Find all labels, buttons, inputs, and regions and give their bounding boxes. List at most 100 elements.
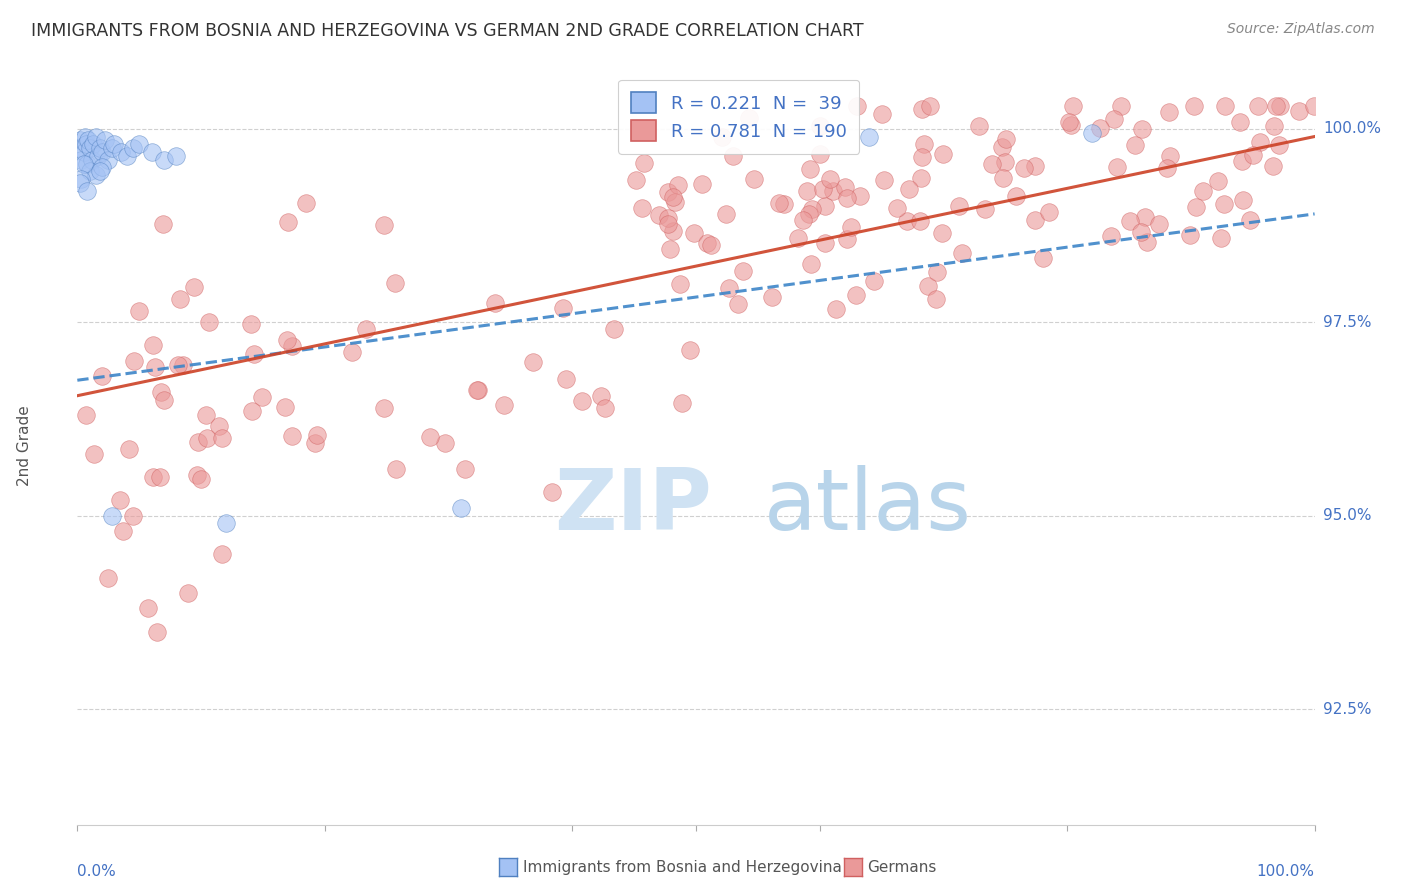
Point: [571, 394, 593, 409]
Point: [73, 129, 96, 144]
Point: [1132, 122, 1154, 136]
Point: [124, 354, 146, 368]
Point: [1057, 115, 1080, 129]
Point: [727, 297, 749, 311]
Point: [692, 178, 714, 192]
Point: [183, 279, 205, 293]
Point: [682, 226, 704, 240]
Point: [1182, 98, 1205, 112]
Point: [1081, 126, 1104, 140]
Text: ZIP: ZIP: [554, 465, 711, 549]
Point: [274, 401, 297, 415]
Point: [385, 462, 408, 476]
Point: [304, 435, 326, 450]
Point: [118, 442, 141, 457]
Point: [1247, 98, 1270, 112]
Point: [898, 182, 921, 196]
Point: [166, 358, 188, 372]
Point: [661, 190, 683, 204]
Point: [172, 359, 194, 373]
Point: [873, 173, 896, 187]
Point: [1147, 217, 1170, 231]
Text: 97.5%: 97.5%: [1323, 315, 1371, 330]
Point: [97, 153, 120, 167]
Text: 100.0%: 100.0%: [1257, 864, 1315, 879]
Point: [1105, 161, 1128, 175]
Point: [494, 398, 516, 412]
Point: [973, 202, 995, 216]
Point: [1109, 98, 1132, 112]
Point: [419, 430, 441, 444]
Point: [277, 215, 299, 229]
Legend: R = 0.221  N =  39, R = 0.781  N = 190: R = 0.221 N = 39, R = 0.781 N = 190: [619, 79, 859, 154]
Text: Germans: Germans: [868, 860, 936, 874]
Point: [1192, 184, 1215, 198]
Point: [79, 141, 101, 155]
Point: [281, 429, 304, 443]
Text: IMMIGRANTS FROM BOSNIA AND HERZEGOVINA VS GERMAN 2ND GRADE CORRELATION CHART: IMMIGRANTS FROM BOSNIA AND HERZEGOVINA V…: [31, 22, 863, 40]
Point: [1206, 174, 1229, 188]
Point: [69, 133, 91, 147]
Point: [1249, 135, 1271, 149]
Point: [967, 119, 990, 133]
Point: [1104, 112, 1126, 126]
Point: [1232, 153, 1254, 168]
Point: [149, 470, 172, 484]
Point: [141, 145, 163, 159]
Point: [717, 280, 740, 294]
Point: [786, 231, 808, 245]
Point: [911, 102, 934, 116]
Point: [711, 130, 734, 145]
Point: [1088, 121, 1111, 136]
Point: [87, 149, 110, 163]
Point: [1024, 213, 1046, 227]
Point: [121, 508, 143, 523]
Point: [800, 257, 823, 271]
Point: [917, 279, 939, 293]
Point: [79, 164, 101, 178]
Point: [668, 277, 690, 292]
Point: [153, 392, 176, 407]
Point: [187, 434, 209, 449]
Point: [465, 383, 488, 397]
Point: [657, 211, 679, 225]
Point: [91, 161, 114, 175]
Point: [340, 345, 363, 359]
Point: [82, 137, 104, 152]
Point: [112, 524, 135, 538]
Point: [671, 396, 693, 410]
Point: [69, 176, 91, 190]
Point: [1156, 161, 1178, 175]
Point: [242, 347, 264, 361]
Point: [910, 171, 932, 186]
Point: [666, 178, 689, 193]
Point: [165, 149, 187, 163]
Point: [664, 194, 686, 209]
Point: [799, 207, 821, 221]
Point: [721, 149, 744, 163]
Point: [820, 172, 842, 186]
Point: [1099, 228, 1122, 243]
Point: [773, 197, 796, 211]
Point: [128, 304, 150, 318]
Point: [768, 195, 790, 210]
Point: [83, 447, 105, 461]
Point: [141, 470, 163, 484]
Point: [845, 288, 868, 302]
Point: [1232, 193, 1254, 207]
Point: [153, 153, 176, 167]
Point: [1267, 138, 1289, 153]
Point: [70, 153, 93, 167]
Point: [845, 98, 868, 112]
Point: [849, 189, 872, 203]
Text: 95.0%: 95.0%: [1323, 508, 1371, 523]
Point: [143, 359, 166, 374]
Point: [211, 431, 233, 445]
Point: [190, 472, 212, 486]
Point: [75, 137, 97, 152]
Point: [1261, 159, 1284, 173]
Point: [841, 219, 863, 234]
Point: [948, 199, 970, 213]
Point: [84, 129, 107, 144]
Point: [207, 418, 229, 433]
